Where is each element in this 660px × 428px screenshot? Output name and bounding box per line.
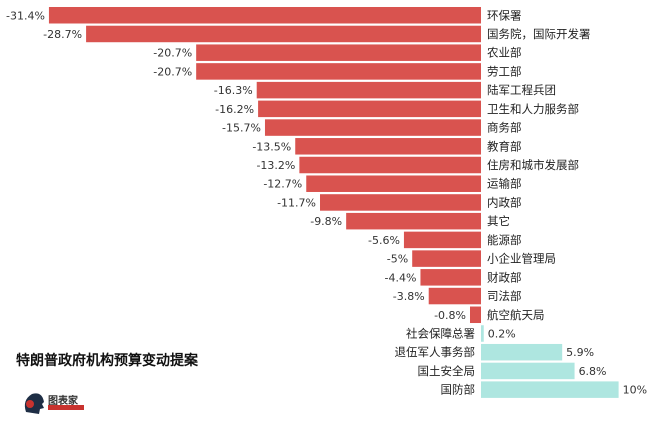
category-label: 司法部 (487, 289, 522, 303)
bar (469, 306, 481, 324)
bar (412, 250, 481, 267)
bar (481, 325, 484, 342)
bar (346, 212, 481, 230)
bar (428, 287, 481, 305)
bar (264, 119, 481, 136)
value-label: -5% (387, 253, 408, 266)
category-label: 其它 (487, 214, 510, 228)
bar (256, 81, 481, 99)
category-label: 环保署 (487, 8, 522, 22)
logo: 图表家 (22, 390, 92, 416)
category-label: 国防部 (441, 383, 476, 397)
category-label: 国土安全局 (418, 364, 476, 378)
logo-text: 图表家 (48, 396, 78, 407)
category-label: 财政部 (487, 270, 522, 284)
category-label: 退伍军人事务部 (395, 345, 476, 359)
value-label: 10% (623, 384, 647, 397)
value-label: -4.4% (385, 271, 417, 284)
bar (306, 175, 481, 192)
logo-bar (48, 405, 84, 410)
value-label: -9.8% (310, 215, 342, 228)
bar (420, 269, 481, 286)
category-label: 商务部 (487, 121, 522, 135)
bar (320, 194, 481, 211)
value-label: -20.7% (153, 65, 192, 78)
category-label: 内政部 (487, 195, 522, 209)
chart-title: 特朗普政府机构预算变动提案 (16, 353, 198, 369)
category-label: 劳工部 (487, 64, 522, 78)
value-label: -3.8% (393, 290, 425, 303)
category-label: 运输部 (487, 177, 522, 191)
category-label: 教育部 (487, 139, 522, 153)
bar (86, 25, 481, 43)
value-label: -12.7% (263, 178, 302, 191)
bar (48, 7, 481, 24)
value-label: -0.8% (434, 309, 466, 322)
category-label: 社会保障总署 (406, 326, 475, 340)
category-label: 小企业管理局 (487, 252, 556, 266)
bar (481, 381, 619, 398)
value-label: -11.7% (277, 196, 316, 209)
value-label: -16.3% (214, 84, 253, 97)
category-label: 住房和城市发展部 (487, 158, 579, 172)
value-label: -13.2% (256, 159, 295, 172)
value-label: 0.2% (488, 327, 516, 340)
bar (403, 231, 481, 249)
bar (258, 100, 481, 118)
category-label: 航空航天局 (487, 308, 545, 322)
value-label: -16.2% (215, 103, 254, 116)
value-label: -5.6% (368, 234, 400, 247)
value-label: -13.5% (252, 140, 291, 153)
value-label: 6.8% (579, 365, 607, 378)
bar (481, 362, 575, 380)
category-label: 陆军工程兵团 (487, 83, 556, 97)
value-label: 5.9% (566, 346, 594, 359)
value-label: -20.7% (153, 47, 192, 60)
bar (196, 63, 481, 80)
bar (295, 138, 481, 155)
logo-head-icon (24, 393, 44, 414)
category-label: 国务院，国际开发署 (487, 27, 591, 41)
bar (299, 156, 481, 174)
value-label: -15.7% (222, 122, 261, 135)
category-label: 农业部 (487, 46, 522, 60)
bar (481, 343, 563, 361)
category-label: 卫生和人力服务部 (487, 102, 579, 116)
value-label: -28.7% (43, 28, 82, 41)
bar (196, 44, 481, 61)
value-label: -31.4% (6, 9, 45, 22)
category-label: 能源部 (487, 233, 522, 247)
